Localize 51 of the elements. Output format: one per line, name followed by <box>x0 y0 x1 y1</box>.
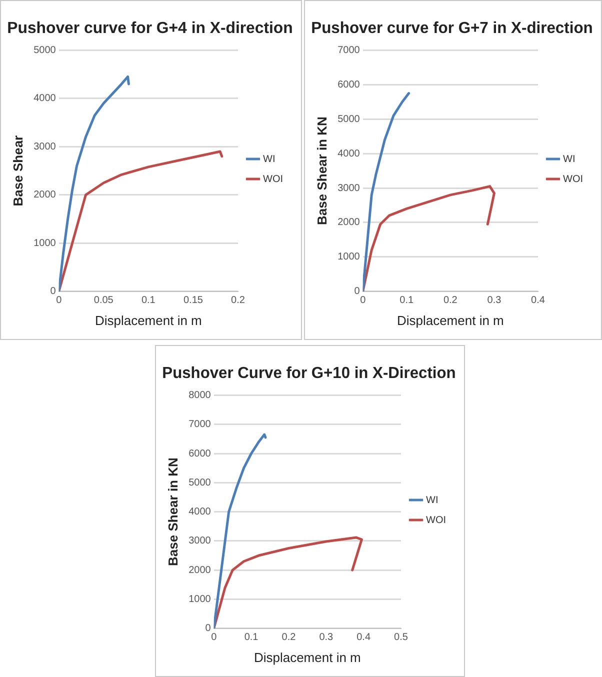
y-tick-label: 4000 <box>338 148 360 160</box>
legend-label: WOI <box>426 514 446 526</box>
y-tick-label: 2000 <box>188 564 212 576</box>
y-tick-label: 4000 <box>188 506 212 518</box>
chart-title: Pushover curve for G+7 in X-direction <box>311 20 593 38</box>
y-tick-label: 0 <box>205 623 212 634</box>
y-axis-title: Base Shear in KN <box>165 458 180 566</box>
y-tick-label: 7000 <box>338 44 360 56</box>
y-tick-label: 4000 <box>34 93 56 104</box>
chart-title: Pushover Curve for G+10 in X-Direction <box>162 364 456 382</box>
y-tick-label: 5000 <box>338 114 360 125</box>
y-tick-label: 8000 <box>188 390 212 401</box>
x-tick-label: 0.4 <box>531 295 546 306</box>
chart-title: Pushover curve for G+4 in X-direction <box>7 20 293 38</box>
y-tick-label: 3000 <box>188 536 212 547</box>
legend-label: WOI <box>263 174 284 185</box>
x-tick-label: 0.3 <box>319 632 334 644</box>
x-tick-label: 0.2 <box>231 295 246 306</box>
y-tick-label: 1000 <box>338 252 360 263</box>
x-axis-title: Displacement in m <box>254 650 361 665</box>
x-tick-label: 0.05 <box>94 295 114 306</box>
legend-label: WI <box>263 154 276 165</box>
x-tick-label: 0.3 <box>487 295 502 306</box>
y-axis-title: Base Shear in KN <box>314 116 330 225</box>
y-axis-title: Base Shear <box>10 135 26 206</box>
y-tick-label: 2000 <box>34 190 56 201</box>
y-tick-label: 3000 <box>338 182 360 194</box>
x-axis-title: Displacement in m <box>396 312 504 328</box>
legend-label: WI <box>426 494 438 506</box>
y-tick-label: 5000 <box>188 477 212 488</box>
legend-label: WOI <box>563 174 584 185</box>
x-tick-label: 0.15 <box>183 295 204 306</box>
x-tick-label: 0.2 <box>443 295 458 306</box>
y-tick-label: 5000 <box>34 44 56 56</box>
x-tick-label: 0.4 <box>356 632 371 644</box>
y-tick-label: 6000 <box>338 79 360 90</box>
x-tick-label: 0.1 <box>244 632 259 644</box>
y-tick-label: 7000 <box>188 419 212 430</box>
x-axis-title: Displacement in m <box>94 312 202 328</box>
x-tick-label: 0.1 <box>400 295 414 306</box>
y-tick-label: 0 <box>354 286 360 298</box>
y-tick-label: 3000 <box>34 141 56 152</box>
legend-label: WI <box>563 154 576 165</box>
y-tick-label: 2000 <box>338 217 360 228</box>
y-tick-label: 0 <box>50 286 56 298</box>
y-tick-label: 1000 <box>34 238 56 249</box>
x-tick-label: 0.2 <box>282 632 296 644</box>
x-tick-label: 0.1 <box>141 295 156 306</box>
x-tick-label: 0.5 <box>394 632 408 644</box>
y-tick-label: 1000 <box>188 594 212 605</box>
y-tick-label: 6000 <box>188 448 212 460</box>
